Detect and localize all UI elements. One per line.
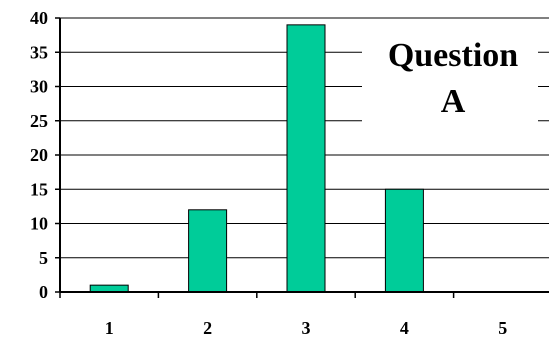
bar-3	[286, 24, 326, 293]
y-tick-label: 40	[30, 8, 48, 28]
bars	[89, 24, 424, 293]
y-tick-label: 5	[39, 248, 48, 268]
y-tick-label: 20	[30, 145, 48, 165]
x-tick-label: 4	[400, 318, 409, 338]
y-tick-label: 0	[39, 282, 48, 302]
x-tick-label: 5	[498, 318, 507, 338]
title-line-2: A	[441, 83, 466, 120]
x-tick-label: 1	[105, 318, 114, 338]
y-tick-label: 10	[30, 214, 48, 234]
y-tick-labels: 0 5 10 15 20 25 30 35 40	[30, 8, 48, 302]
y-tick-label: 25	[30, 111, 48, 131]
x-tick-label: 2	[203, 318, 212, 338]
bar-4	[384, 188, 424, 293]
y-tick-label: 30	[30, 77, 48, 97]
axes	[55, 17, 549, 298]
x-tick-label: 3	[302, 318, 311, 338]
x-tick-labels: 1 2 3 4 5	[105, 318, 508, 338]
y-tick-label: 15	[30, 179, 48, 199]
y-tick-label: 35	[30, 42, 48, 62]
bar-2	[188, 209, 228, 293]
chart-title: Question A	[362, 26, 538, 126]
title-background	[362, 26, 538, 126]
title-line-1: Question	[388, 37, 518, 74]
bar-1	[89, 284, 129, 293]
